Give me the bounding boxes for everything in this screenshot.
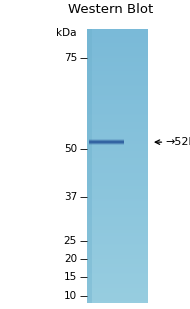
Text: 25: 25	[64, 236, 77, 246]
Text: 75: 75	[64, 53, 77, 63]
Text: 20: 20	[64, 254, 77, 264]
Text: Western Blot: Western Blot	[68, 3, 153, 16]
Text: 10: 10	[64, 290, 77, 301]
Text: 15: 15	[64, 272, 77, 282]
Text: 37: 37	[64, 192, 77, 202]
Text: 50: 50	[64, 144, 77, 154]
Text: kDa: kDa	[56, 28, 77, 38]
Text: →52kDa: →52kDa	[165, 137, 190, 147]
